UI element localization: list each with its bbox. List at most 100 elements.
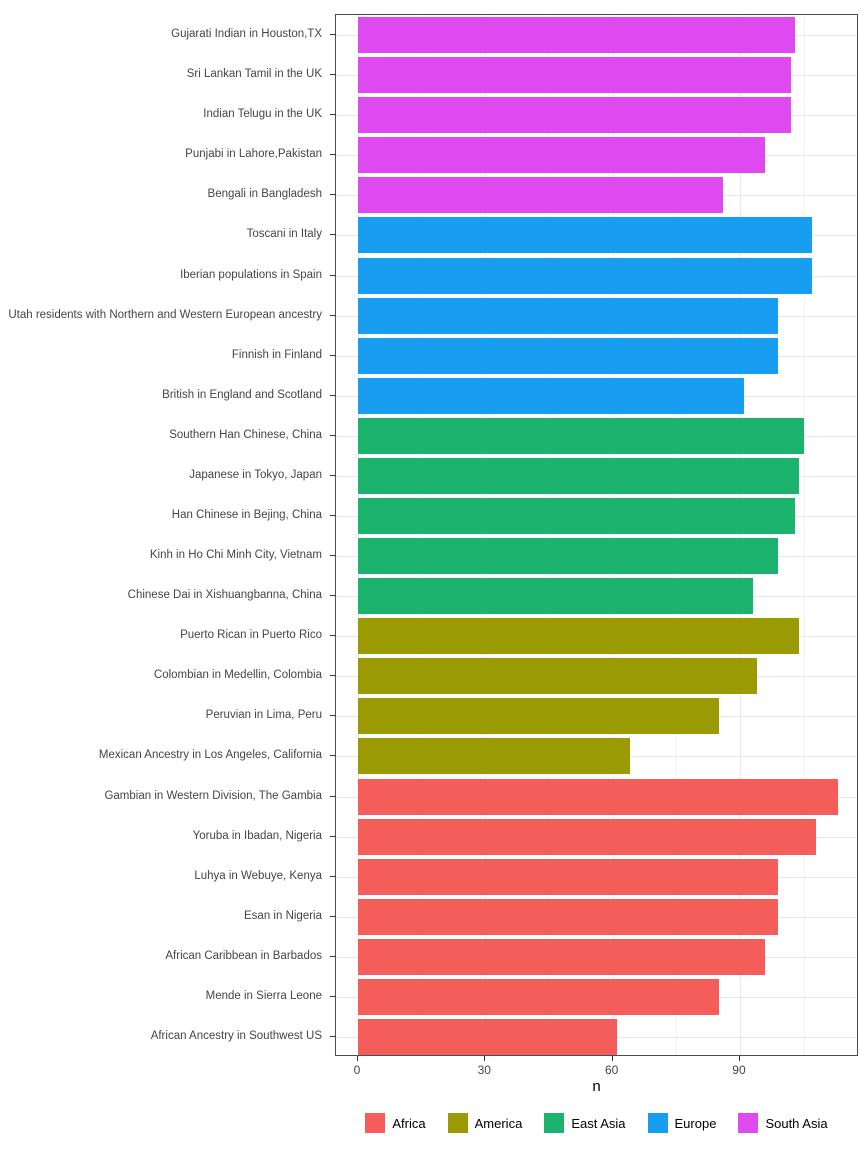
y-axis-tick — [330, 755, 335, 757]
y-axis-label: Finnish in Finland — [231, 348, 322, 361]
y-axis-label: British in England and Scotland — [162, 388, 322, 401]
x-axis-tick — [484, 1056, 486, 1061]
bar-africa — [358, 1018, 617, 1055]
legend-key-swatch — [738, 1113, 759, 1133]
y-axis-label: Southern Han Chinese, China — [169, 428, 322, 441]
x-major-gridline — [612, 15, 614, 1055]
y-axis-label: Gambian in Western Division, The Gambia — [104, 789, 322, 802]
y-axis-tick — [330, 354, 335, 356]
bar-south-asia — [358, 97, 791, 134]
y-axis-label: Peruvian in Lima, Peru — [205, 709, 322, 722]
x-minor-gridline — [803, 15, 805, 1055]
y-axis-label: Colombian in Medellin, Colombia — [153, 669, 322, 682]
bar-africa — [358, 898, 779, 935]
x-tick-label: 60 — [604, 1063, 619, 1077]
x-axis-tick — [738, 1056, 740, 1061]
y-axis-label: Puerto Rican in Puerto Rico — [180, 629, 322, 642]
y-axis-tick — [330, 715, 335, 717]
x-tick-label: 0 — [353, 1063, 361, 1077]
y-axis-label: Chinese Dai in Xishuangbanna, China — [127, 589, 322, 602]
y-axis-tick — [330, 314, 335, 316]
bar-africa — [358, 978, 719, 1015]
bar-east-asia — [358, 457, 800, 494]
plot-panel — [335, 14, 858, 1056]
y-axis-label: Kinh in Ho Chi Minh City, Vietnam — [149, 549, 322, 562]
y-axis-label: African Caribbean in Barbados — [165, 949, 322, 962]
legend-label: Europe — [674, 1115, 717, 1131]
y-axis-label: Han Chinese in Bejing, China — [171, 508, 322, 521]
bar-america — [358, 738, 630, 775]
bar-south-asia — [358, 57, 791, 94]
x-major-gridline — [485, 15, 487, 1055]
bar-europe — [358, 337, 779, 374]
y-axis-tick — [330, 635, 335, 637]
bar-america — [358, 698, 719, 735]
x-axis-tick — [357, 1056, 358, 1061]
y-axis-tick — [330, 194, 335, 196]
bar-europe — [358, 297, 779, 334]
y-axis-label: Luhya in Webuye, Kenya — [194, 869, 322, 882]
bar-east-asia — [358, 538, 779, 575]
bar-america — [358, 618, 800, 655]
legend-key-swatch — [365, 1113, 386, 1133]
legend-label: Africa — [392, 1115, 426, 1131]
bar-east-asia — [358, 497, 796, 534]
legend-entry: South Asia — [738, 1113, 828, 1133]
legend-entry: East Asia — [544, 1113, 626, 1133]
y-axis-tick — [330, 74, 335, 76]
y-axis-tick — [330, 555, 335, 557]
bar-east-asia — [358, 578, 753, 615]
y-axis-label: African Ancestry in Southwest US — [150, 1029, 322, 1042]
x-minor-gridline — [548, 15, 550, 1055]
legend-key-swatch — [447, 1113, 468, 1133]
y-axis-label: Iberian populations in Spain — [180, 268, 322, 281]
y-axis-tick — [330, 514, 335, 516]
y-axis-tick — [330, 835, 335, 837]
y-axis-label: Yoruba in Ibadan, Nigeria — [192, 829, 322, 842]
x-minor-gridline — [676, 15, 678, 1055]
legend-label: East Asia — [571, 1115, 626, 1131]
y-axis-tick — [330, 995, 335, 997]
y-axis-tick — [330, 875, 335, 877]
x-axis-title: n — [592, 1078, 601, 1095]
y-axis-tick — [330, 474, 335, 476]
x-major-gridline — [739, 15, 741, 1055]
legend-key-swatch — [647, 1113, 668, 1133]
legend-label: America — [474, 1115, 523, 1131]
bar-africa — [358, 778, 838, 815]
y-axis-label: Mende in Sierra Leone — [205, 989, 322, 1002]
bar-east-asia — [358, 417, 804, 454]
bars-layer — [336, 15, 857, 1055]
y-axis-label: Japanese in Tokyo, Japan — [189, 468, 322, 481]
legend-entry: Africa — [365, 1113, 426, 1133]
y-axis-tick — [330, 114, 335, 116]
y-axis-tick — [330, 795, 335, 797]
y-axis-tick — [330, 595, 335, 597]
y-axis-label: Indian Telugu in the UK — [203, 108, 322, 121]
legend-label: South Asia — [765, 1115, 828, 1131]
legend-key-swatch — [544, 1113, 565, 1133]
y-axis-label: Toscani in Italy — [246, 228, 322, 241]
y-axis-tick — [330, 34, 335, 36]
y-axis-label: Utah residents with Northern and Western… — [8, 308, 322, 321]
x-minor-gridline — [421, 15, 423, 1055]
bar-europe — [358, 257, 813, 294]
y-axis-tick — [330, 234, 335, 236]
legend-entry: America — [447, 1113, 523, 1133]
bar-south-asia — [358, 137, 766, 174]
y-axis-tick — [330, 394, 335, 396]
legend-entry: Europe — [647, 1113, 717, 1133]
y-axis-tick — [330, 154, 335, 156]
bar-south-asia — [358, 177, 723, 214]
y-axis-label: Punjabi in Lahore,Pakistan — [185, 148, 322, 161]
x-tick-label: 30 — [477, 1063, 491, 1077]
x-axis-tick — [611, 1056, 613, 1061]
bar-south-asia — [358, 17, 796, 54]
bar-africa — [358, 858, 779, 895]
y-axis-label: Sri Lankan Tamil in the UK — [186, 68, 322, 81]
bar-europe — [358, 377, 745, 414]
y-axis-label: Bengali in Bangladesh — [207, 188, 322, 201]
legend: Africa America East Asia Europe South Asia — [335, 1108, 858, 1138]
y-axis-label: Mexican Ancestry in Los Angeles, Califor… — [98, 749, 322, 762]
